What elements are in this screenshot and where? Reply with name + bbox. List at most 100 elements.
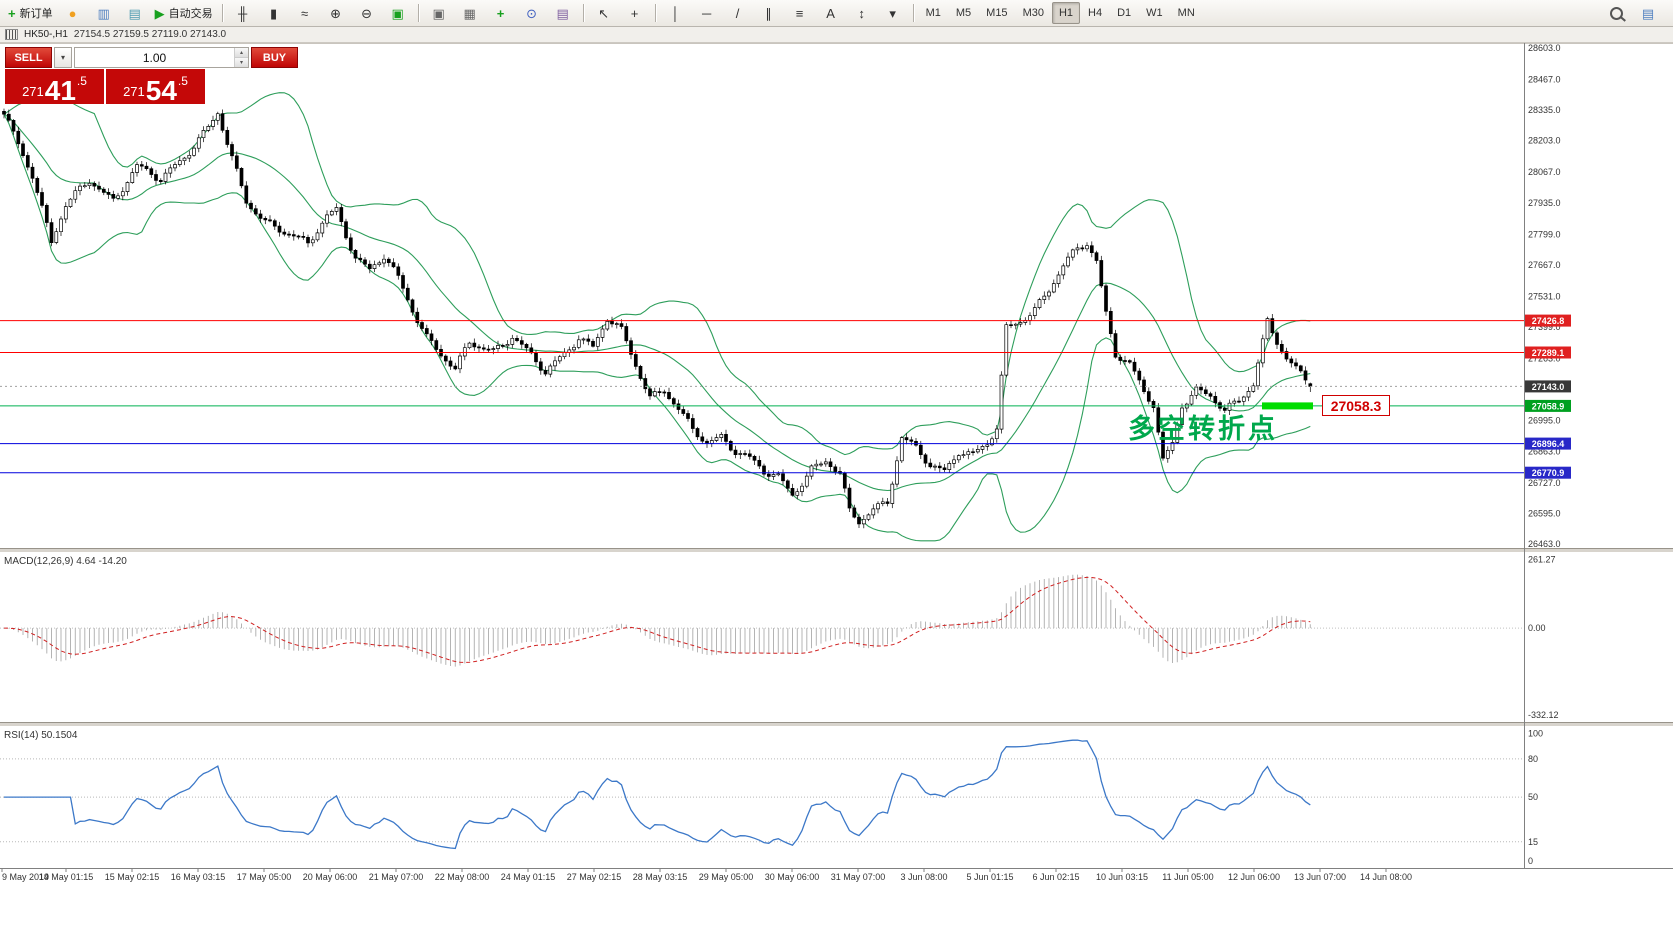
svg-text:0.00: 0.00 bbox=[1528, 623, 1546, 633]
periods-button[interactable]: ⊙ bbox=[517, 1, 547, 25]
timeframe-mn-button[interactable]: MN bbox=[1177, 7, 1195, 19]
macd-label: MACD(12,26,9) 4.64 -14.20 bbox=[4, 556, 127, 567]
crosshair-button[interactable]: + bbox=[620, 1, 650, 25]
time-label: 22 May 08:00 bbox=[435, 872, 490, 882]
timeframe-m1-button[interactable]: M1 bbox=[925, 7, 941, 19]
main-chart-panel[interactable] bbox=[0, 43, 1673, 542]
equidistant-channel-button[interactable]: ∥ bbox=[754, 1, 784, 25]
timeframe-m30-button[interactable]: M30 bbox=[1022, 7, 1044, 19]
highlight-line-segment[interactable] bbox=[1262, 402, 1313, 410]
time-label: 27 May 02:15 bbox=[567, 872, 622, 882]
svg-text:26595.0: 26595.0 bbox=[1528, 509, 1561, 519]
rsi-label: RSI(14) 50.1504 bbox=[4, 730, 78, 741]
line-chart-button[interactable]: ≈ bbox=[290, 1, 320, 25]
search-button[interactable] bbox=[1601, 1, 1631, 25]
time-label: 5 Jun 01:15 bbox=[966, 872, 1013, 882]
volume-input[interactable] bbox=[75, 48, 234, 67]
time-label: 20 May 06:00 bbox=[303, 872, 358, 882]
timeframe-h4-button[interactable]: H4 bbox=[1088, 7, 1103, 19]
horizontal-line-icon: ─ bbox=[701, 5, 712, 21]
charts-profile-button[interactable]: ▥ bbox=[89, 1, 119, 25]
templates-icon: ▤ bbox=[556, 5, 569, 21]
arrows-button[interactable]: ↕ bbox=[847, 1, 877, 25]
rsi-panel[interactable]: RSI(14) 50.1504 bbox=[0, 730, 1524, 850]
zoom-in-button[interactable]: ⊕ bbox=[321, 1, 351, 25]
community-button[interactable]: ▤ bbox=[1633, 1, 1663, 25]
text-label-button[interactable]: A bbox=[816, 1, 846, 25]
cascade-windows-button[interactable]: ▣ bbox=[424, 1, 454, 25]
sell-button[interactable]: SELL bbox=[5, 47, 52, 68]
timeframe-w1-button[interactable]: W1 bbox=[1146, 7, 1163, 19]
time-label: 30 May 06:00 bbox=[765, 872, 820, 882]
mql5-community-button[interactable]: ● bbox=[58, 1, 88, 25]
toolbar-separator bbox=[417, 4, 419, 22]
svg-text:26896.4: 26896.4 bbox=[1532, 439, 1565, 449]
macd-panel[interactable]: MACD(12,26,9) 4.64 -14.20 bbox=[0, 556, 1524, 667]
toolbar-separator bbox=[221, 4, 223, 22]
svg-text:28335.0: 28335.0 bbox=[1528, 105, 1561, 115]
search-icon bbox=[1609, 6, 1623, 20]
buy-price-frac: .5 bbox=[177, 74, 188, 88]
sell-price[interactable]: 271 41 .5 bbox=[5, 69, 104, 105]
price-callout-label[interactable]: 27058.3 bbox=[1322, 395, 1390, 416]
mql5-icon: ● bbox=[68, 5, 77, 21]
price-tag-27143.0 bbox=[1525, 380, 1571, 393]
auto-scroll-button[interactable]: ▣ bbox=[383, 1, 413, 25]
buy-button[interactable]: BUY bbox=[251, 47, 298, 68]
svg-text:15: 15 bbox=[1528, 837, 1538, 847]
zoom-in-icon: ⊕ bbox=[330, 5, 342, 21]
buy-price[interactable]: 271 54 .5 bbox=[106, 69, 205, 105]
volume-decrease-button[interactable]: ▾ bbox=[235, 58, 248, 67]
fibonacci-button[interactable]: ≡ bbox=[785, 1, 815, 25]
cursor-icon: ↖ bbox=[598, 5, 610, 21]
svg-text:80: 80 bbox=[1528, 754, 1538, 764]
new-order-button[interactable]: + 新订单 bbox=[4, 1, 57, 25]
sell-price-frac: .5 bbox=[76, 74, 87, 88]
panel-separators[interactable] bbox=[0, 548, 1673, 727]
bull-candles bbox=[54, 113, 1270, 525]
time-label: 14 Jun 08:00 bbox=[1360, 872, 1412, 882]
bear-candles bbox=[2, 111, 1313, 525]
trade-options-dropdown[interactable]: ▾ bbox=[54, 47, 72, 68]
time-label: 29 May 05:00 bbox=[699, 872, 754, 882]
time-label: 10 Jun 03:15 bbox=[1096, 872, 1148, 882]
zoom-out-button[interactable]: ⊖ bbox=[352, 1, 382, 25]
indicators-button[interactable]: + bbox=[486, 1, 516, 25]
chevron-down-icon: ▾ bbox=[889, 5, 896, 21]
shapes-dropdown-button[interactable]: ▾ bbox=[878, 1, 908, 25]
svg-text:27263.0: 27263.0 bbox=[1528, 354, 1561, 364]
cursor-button[interactable]: ↖ bbox=[589, 1, 619, 25]
price-axis[interactable]: 28603.0 28467.0 28335.0 28203.0 28067.0 27935… bbox=[1524, 43, 1572, 868]
horizontal-line-button[interactable]: ─ bbox=[692, 1, 722, 25]
time-label: 9 May 2019 bbox=[2, 872, 49, 882]
svg-text:28203.0: 28203.0 bbox=[1528, 136, 1561, 146]
timeframe-m15-button[interactable]: M15 bbox=[986, 7, 1008, 19]
time-label: 17 May 05:00 bbox=[237, 872, 292, 882]
turning-point-annotation[interactable]: 多空转折点 bbox=[1128, 414, 1278, 444]
periods-icon: ⊙ bbox=[526, 5, 538, 21]
candles-chart-button[interactable]: ▮ bbox=[259, 1, 289, 25]
tile-windows-button[interactable]: ▦ bbox=[455, 1, 485, 25]
chevron-down-icon: ▾ bbox=[60, 53, 65, 62]
timeframe-h1-button[interactable]: H1 bbox=[1051, 2, 1081, 24]
crosshair-icon: + bbox=[630, 5, 639, 21]
vertical-line-button[interactable]: │ bbox=[661, 1, 691, 25]
bars-chart-button[interactable]: ╫ bbox=[228, 1, 258, 25]
toolbar-separator bbox=[912, 4, 914, 22]
volume-increase-button[interactable]: ▴ bbox=[235, 48, 248, 58]
macd-signal-line bbox=[3, 576, 1311, 664]
chart-window-icon bbox=[5, 29, 18, 40]
autotrading-button[interactable]: ▶ 自动交易 bbox=[151, 1, 217, 25]
toolbar-separator bbox=[582, 4, 584, 22]
timeframe-m5-button[interactable]: M5 bbox=[955, 7, 972, 19]
trendline-button[interactable]: / bbox=[723, 1, 753, 25]
templates-button[interactable]: ▤ bbox=[548, 1, 578, 25]
timeframe-d1-button[interactable]: D1 bbox=[1117, 7, 1132, 19]
svg-text:261.27: 261.27 bbox=[1528, 555, 1556, 565]
fibonacci-icon: ≡ bbox=[795, 5, 804, 21]
data-window-button[interactable]: ▤ bbox=[120, 1, 150, 25]
candlestick-icon: ▮ bbox=[270, 5, 278, 21]
svg-text:26995.0: 26995.0 bbox=[1528, 416, 1561, 426]
